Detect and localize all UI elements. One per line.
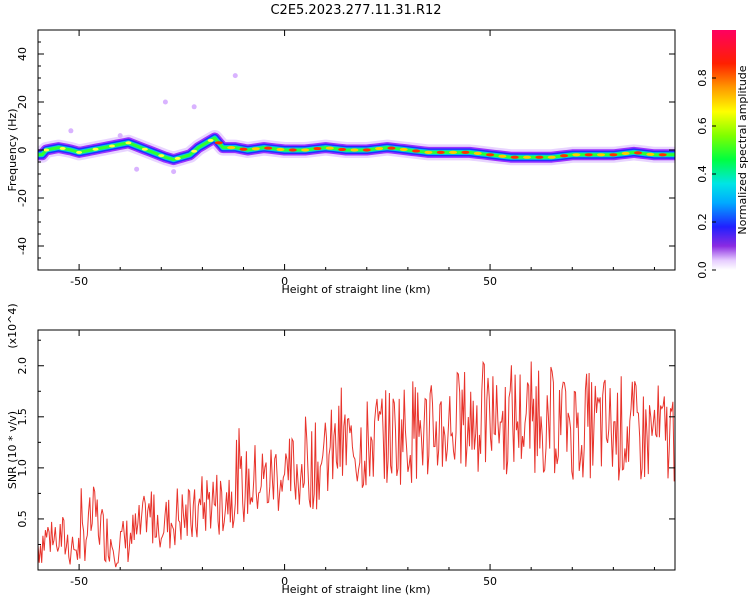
figure-title: C2E5.2023.277.11.31.R12 — [270, 3, 441, 18]
heatmap-peak — [597, 153, 606, 157]
heatmap-peak — [449, 150, 458, 154]
heatmap-peak — [325, 146, 334, 150]
heatmap-peak — [125, 141, 132, 145]
spectrogram-y-tick-label: 20 — [16, 95, 29, 109]
snr-y-tick-label: 1.0 — [16, 459, 29, 477]
colorbar: 0.0 0.2 0.4 0.6 0.8 Normalized spectral ampl… — [696, 30, 749, 279]
snr-frame — [37, 329, 676, 571]
heatmap-peak — [375, 146, 384, 151]
snr-y-tick-label: 0.5 — [16, 510, 29, 528]
heatmap-peak — [207, 138, 214, 142]
snr-y-multiplier: (x10^4) — [6, 303, 19, 348]
snr-y-tick-label: 1.5 — [16, 408, 29, 426]
heatmap-peak — [214, 141, 223, 145]
colorbar-tick-label: 0.2 — [696, 213, 709, 231]
heatmap-peak — [174, 156, 181, 160]
spectrogram-x-tick-label: 0 — [281, 275, 288, 288]
colorbar-tick-label: 0.0 — [696, 261, 709, 279]
heatmap-layer — [38, 73, 675, 175]
heatmap-speckle — [171, 169, 177, 175]
spectrogram-panel: -50 0 50 -40 -20 0 20 40 Height of straight li… — [6, 29, 676, 296]
heatmap-peak — [108, 144, 115, 148]
heatmap-peak — [92, 147, 99, 151]
heatmap-speckle — [68, 128, 74, 134]
heatmap-peak — [523, 155, 532, 159]
snr-x-axis-label: Height of straight line (km) — [281, 583, 430, 596]
heatmap-peak — [646, 152, 655, 156]
heatmap-peak — [251, 147, 260, 151]
heatmap-peak — [572, 153, 581, 157]
spectrogram-y-ticks: -40 -20 0 20 40 — [16, 29, 675, 271]
heatmap-peak — [473, 151, 482, 155]
heatmap-peak — [547, 155, 556, 159]
spectrogram-y-tick-label: 40 — [16, 47, 29, 61]
heatmap-speckle — [134, 166, 140, 172]
spectrogram-x-tick-label: 50 — [483, 275, 497, 288]
heatmap-peak — [387, 146, 396, 150]
heatmap-peak — [436, 150, 445, 154]
colorbar-ticks: 0.0 0.2 0.4 0.6 0.8 — [696, 69, 716, 279]
snr-x-tick-label: -50 — [70, 575, 88, 588]
heatmap-peak — [399, 147, 408, 152]
snr-panel: -50 0 50 0.5 1.0 1.5 2.0 Height of straight l… — [6, 303, 676, 596]
heatmap-peak — [338, 147, 347, 152]
heatmap-speckle — [232, 73, 238, 79]
snr-plot-area — [38, 330, 675, 570]
colorbar-tick-label: 0.8 — [696, 69, 709, 87]
heatmap-peak — [158, 154, 165, 158]
colorbar-label: Normalized spectral amplitude — [736, 65, 749, 234]
heatmap-peak — [560, 154, 569, 158]
snr-x-tick-label: 0 — [281, 575, 288, 588]
heatmap-peak — [535, 155, 544, 159]
heatmap-peak — [424, 150, 433, 154]
heatmap-peak — [76, 150, 83, 154]
spectrogram-y-axis-label: Frequency (Hz) — [6, 109, 19, 192]
heatmap-peak — [141, 147, 148, 151]
heatmap-peak — [276, 147, 285, 152]
heatmap-peak — [621, 151, 630, 155]
colorbar-tick-label: 0.6 — [696, 117, 709, 135]
heatmap-peak — [43, 148, 50, 152]
spectrogram-x-ticks: -50 0 50 — [37, 30, 655, 288]
spectrogram-y-tick-label: -20 — [16, 189, 29, 207]
heatmap-peak — [584, 153, 593, 157]
snr-x-tick-label: 50 — [483, 575, 497, 588]
heatmap-peak — [301, 148, 310, 152]
heatmap-peak — [350, 148, 359, 152]
spectrogram-y-tick-label: 0 — [16, 147, 29, 154]
snr-y-ticks: 0.5 1.0 1.5 2.0 — [16, 339, 675, 545]
heatmap-peak — [239, 147, 248, 151]
heatmap-speckle — [162, 99, 168, 105]
heatmap-peak — [59, 146, 66, 150]
heatmap-peak — [313, 146, 322, 151]
heatmap-peak — [362, 148, 371, 152]
heatmap-peak — [412, 149, 421, 153]
snr-series-line — [38, 360, 675, 568]
colorbar-gradient — [712, 30, 736, 270]
heatmap-peak — [191, 149, 198, 153]
colorbar-tick-label: 0.4 — [696, 165, 709, 183]
spectrogram-x-axis-label: Height of straight line (km) — [281, 283, 430, 296]
heatmap-peak — [227, 146, 236, 150]
heatmap-peak — [486, 153, 495, 157]
heatmap-speckle — [191, 104, 197, 110]
heatmap-peak — [498, 154, 507, 158]
heatmap-peak — [609, 153, 618, 157]
heatmap-peak — [264, 146, 273, 150]
heatmap-peak — [658, 153, 667, 157]
heatmap-peak — [634, 151, 643, 155]
snr-y-axis-label: SNR (10 * v/v) — [6, 411, 19, 489]
heatmap-speckle — [117, 133, 123, 139]
heatmap-peak — [288, 148, 297, 152]
snr-x-ticks: -50 0 50 — [37, 330, 655, 588]
heatmap-peak — [461, 150, 470, 154]
snr-y-tick-label: 2.0 — [16, 357, 29, 375]
spectrogram-x-tick-label: -50 — [70, 275, 88, 288]
heatmap-peak — [510, 155, 519, 159]
spectrogram-y-tick-label: -40 — [16, 237, 29, 255]
